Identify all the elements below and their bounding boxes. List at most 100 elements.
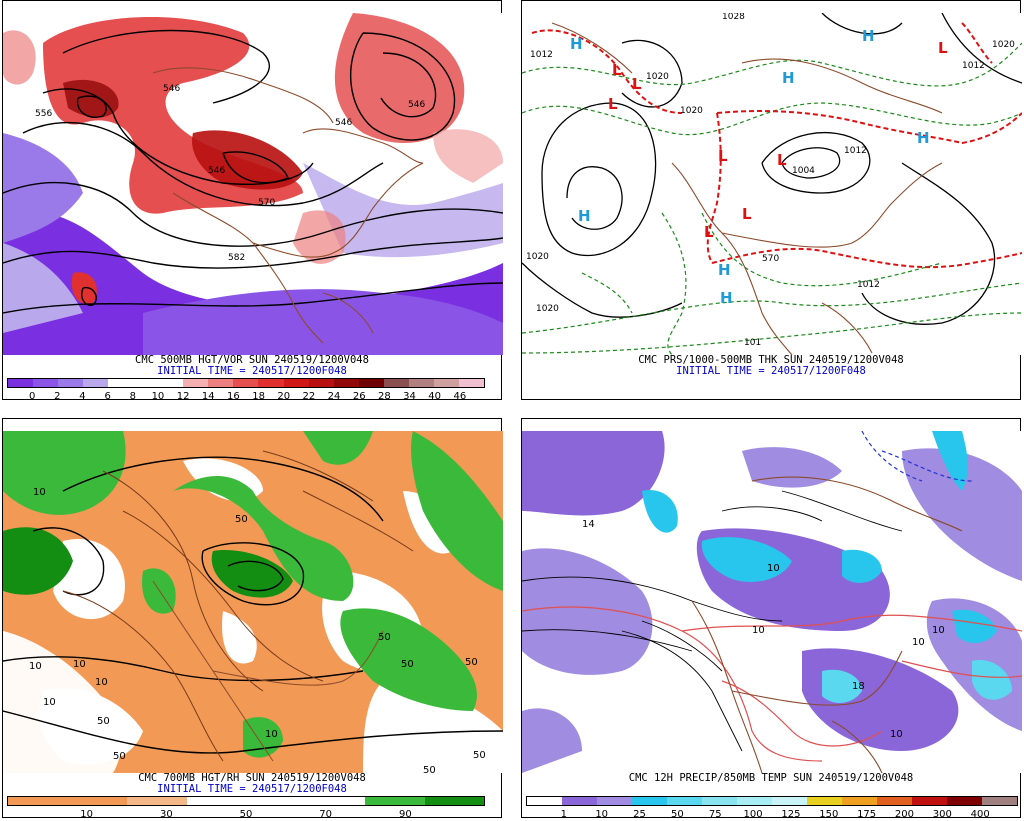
- precip-map[interactable]: 10 10 14 10 18 10 10: [522, 431, 1022, 773]
- colorbar-swatch: [83, 379, 109, 387]
- colorbar-swatch: [358, 379, 384, 387]
- panel-caption: CMC PRS/1000-500MB THK SUN 240519/1200V0…: [522, 355, 1020, 377]
- panel-caption: CMC 500MB HGT/VOR SUN 240519/1200V048 IN…: [3, 355, 501, 377]
- colorbar-tick-label: 4: [79, 391, 86, 402]
- panel-initial-time: INITIAL TIME = 240517/1200F048: [676, 365, 866, 377]
- contour-label: 546: [335, 118, 352, 128]
- isobar-label: 1020: [680, 106, 703, 116]
- colorbar-swatch: [8, 797, 68, 805]
- colorbar-swatch: [67, 797, 127, 805]
- panel-pressure-thickness: 1012 1020 1020 1020 1028 1020 1012 1004 …: [521, 0, 1022, 400]
- humidity-map[interactable]: 10 10 50 50 10 10 50 50 50 50 10 50 10 5…: [3, 431, 503, 773]
- low-pressure-marker: L: [632, 75, 642, 93]
- colorbar-swatch: [667, 797, 702, 805]
- colorbar-swatch: [133, 379, 159, 387]
- colorbar-tick-label: 14: [201, 391, 215, 402]
- contour-label: 546: [208, 166, 225, 176]
- panel-title: CMC 500MB HGT/VOR SUN 240519/1200V048: [135, 354, 369, 366]
- contour-label: 10: [33, 487, 46, 498]
- colorbar-swatch: [333, 379, 359, 387]
- contour-label: 14: [582, 519, 595, 530]
- colorbar-swatch: [982, 797, 1017, 805]
- contour-label: 10: [73, 659, 86, 670]
- colorbar-swatch: [597, 797, 632, 805]
- colorbar-swatch: [947, 797, 982, 805]
- isobar-label: 1004: [792, 166, 815, 176]
- colorbar-swatch: [772, 797, 807, 805]
- colorbar-tick-label: 40: [428, 391, 442, 402]
- colorbar-swatch: [562, 797, 597, 805]
- colorbar-tick-label: 20: [277, 391, 291, 402]
- colorbar-swatch: [305, 797, 365, 805]
- colorbar-swatch: [183, 379, 209, 387]
- contour-label: 50: [235, 514, 248, 525]
- low-pressure-marker: L: [777, 151, 787, 169]
- isobar-label: 101: [744, 338, 761, 348]
- colorbar-tick-label: 1: [560, 809, 568, 820]
- colorbar-tick-label: 125: [781, 809, 801, 820]
- isobar-label: 1020: [992, 40, 1015, 50]
- colorbar-tick-label: 400: [970, 809, 990, 820]
- contour-label: 546: [408, 100, 425, 110]
- colorbar-swatch: [308, 379, 334, 387]
- colorbar-swatch: [702, 797, 737, 805]
- panel-title: CMC 700MB HGT/RH SUN 240519/1200V048: [138, 772, 366, 784]
- panel-initial-time: INITIAL TIME = 240517/1200F048: [157, 365, 347, 377]
- colorbar-swatch: [527, 797, 562, 805]
- contour-label: 10: [265, 729, 278, 740]
- low-pressure-marker: L: [608, 95, 618, 113]
- colorbar-tick-label: 300: [932, 809, 952, 820]
- colorbar-tick-label: 46: [453, 391, 467, 402]
- panel-caption: CMC 700MB HGT/RH SUN 240519/1200V048 INI…: [3, 773, 501, 795]
- colorbar-tick-label: 70: [319, 809, 333, 820]
- isobar-label: 1012: [962, 61, 985, 71]
- colorbar-swatch: [283, 379, 309, 387]
- panel-title: CMC PRS/1000-500MB THK SUN 240519/1200V0…: [638, 354, 904, 366]
- colorbar-ticks: 0 2 4 6 8 10 12 14 16 18 20 22 24 26 28 34 40 46: [7, 391, 485, 403]
- colorbar-swatch: [208, 379, 234, 387]
- isobar-label: 1020: [526, 252, 549, 262]
- colorbar-humidity: [7, 796, 485, 806]
- contour-label: 50: [113, 751, 126, 762]
- low-pressure-marker: L: [704, 223, 714, 241]
- colorbar-precipitation: [526, 796, 1018, 806]
- colorbar-tick-label: 50: [671, 809, 684, 820]
- pressure-map[interactable]: 1012 1020 1020 1020 1028 1020 1012 1004 …: [522, 13, 1022, 355]
- high-pressure-marker: H: [570, 35, 583, 53]
- low-pressure-marker: L: [718, 147, 728, 165]
- colorbar-swatch: [424, 797, 484, 805]
- isobar-label: 1020: [646, 72, 669, 82]
- panel-title: CMC 12H PRECIP/850MB TEMP SUN 240519/120…: [628, 772, 914, 784]
- contour-label: 10: [752, 625, 765, 636]
- colorbar-tick-label: 6: [104, 391, 111, 402]
- isobar-label: 1028: [722, 13, 745, 22]
- contour-label: 582: [228, 253, 245, 263]
- high-pressure-marker: H: [917, 129, 930, 147]
- colorbar-tick-label: 90: [398, 809, 412, 820]
- colorbar-swatch: [408, 379, 434, 387]
- isobar-label: 1012: [530, 50, 553, 60]
- isobar-label: 1012: [844, 146, 867, 156]
- colorbar-tick-label: 25: [633, 809, 646, 820]
- panel-500mb-vorticity: 556 546 546 546 570 582 546 CMC 500MB HG…: [2, 0, 503, 403]
- high-pressure-marker: H: [782, 69, 795, 87]
- contour-label: 10: [767, 563, 780, 574]
- colorbar-swatch: [108, 379, 134, 387]
- colorbar-tick-label: 150: [819, 809, 839, 820]
- colorbar-tick-label: 16: [227, 391, 240, 402]
- colorbar-swatch: [842, 797, 877, 805]
- panel-initial-time: INITIAL TIME = 240517/1200F048: [157, 783, 347, 795]
- contour-label: 10: [29, 661, 42, 672]
- colorbar-tick-label: 2: [54, 391, 61, 402]
- panel-caption: CMC 12H PRECIP/850MB TEMP SUN 240519/120…: [522, 773, 1020, 784]
- vorticity-map[interactable]: 556 546 546 546 570 582 546: [3, 13, 503, 355]
- colorbar-swatch: [912, 797, 947, 805]
- colorbar-tick-label: 100: [743, 809, 763, 820]
- colorbar-swatch: [433, 379, 459, 387]
- colorbar-tick-label: 10: [80, 809, 94, 820]
- contour-label: 50: [473, 750, 486, 761]
- colorbar-tick-label: 8: [129, 391, 136, 402]
- colorbar-tick-label: 18: [252, 391, 265, 402]
- contour-label: 10: [932, 625, 945, 636]
- colorbar-tick-label: 10: [595, 809, 609, 820]
